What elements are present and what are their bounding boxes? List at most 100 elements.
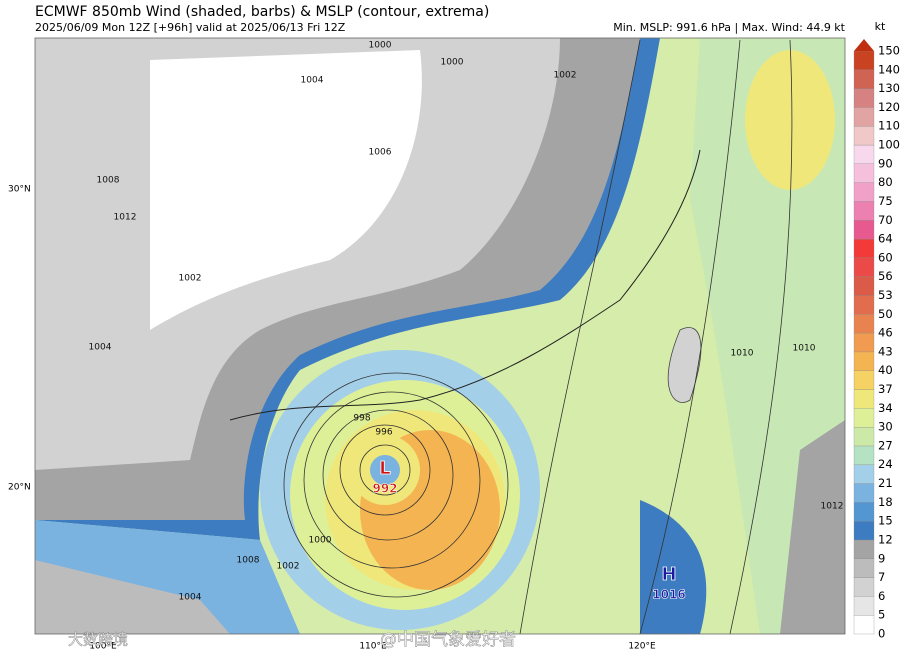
colorbar-segment bbox=[853, 521, 875, 541]
colorbar-label: 100 bbox=[878, 138, 900, 152]
contour-label: 1010 bbox=[731, 349, 754, 359]
field bbox=[640, 500, 707, 634]
subtitle: 2025/06/09 Mon 12Z [+96h] valid at 2025/… bbox=[35, 21, 346, 34]
colorbar-segment bbox=[853, 295, 875, 315]
colorbar-label: 15 bbox=[878, 514, 893, 528]
contour-label: 1008 bbox=[237, 556, 260, 566]
contour-label: 1012 bbox=[114, 213, 137, 223]
colorbar-segment bbox=[853, 238, 875, 259]
colorbar-segment bbox=[853, 126, 875, 146]
lon-label: 120°E bbox=[628, 642, 656, 652]
contour-label: 1006 bbox=[369, 148, 392, 158]
extremum-symbol: H bbox=[661, 564, 676, 585]
colorbar-segment bbox=[853, 201, 875, 221]
lon-label: 100°E bbox=[89, 642, 117, 652]
stats: Min. MSLP: 991.6 hPa | Max. Wind: 44.9 k… bbox=[613, 21, 845, 34]
colorbar-label: 64 bbox=[878, 232, 893, 246]
map-frame bbox=[34, 37, 846, 635]
contour-label: 1000 bbox=[441, 58, 464, 68]
colorbar-segment bbox=[853, 351, 875, 371]
colorbar-label: 60 bbox=[878, 250, 893, 264]
colorbar-segment bbox=[853, 483, 875, 503]
field bbox=[370, 455, 400, 485]
colorbar-segment bbox=[853, 426, 875, 447]
title: ECMWF 850mb Wind (shaded, barbs) & MSLP … bbox=[35, 4, 489, 20]
colorbar-label: 46 bbox=[878, 326, 893, 340]
colorbar-label: 80 bbox=[878, 175, 893, 189]
lat-label: 30°N bbox=[8, 185, 31, 195]
colorbar-segment bbox=[853, 182, 875, 202]
colorbar-label: 21 bbox=[878, 476, 893, 490]
colorbar-segment bbox=[853, 332, 875, 353]
colorbar-segment bbox=[853, 502, 875, 522]
colorbar-label: 37 bbox=[878, 382, 893, 396]
colorbar-label: 90 bbox=[878, 156, 893, 170]
colorbar-segment bbox=[853, 107, 875, 127]
colorbar-extend bbox=[854, 39, 874, 51]
colorbar-label: 7 bbox=[878, 570, 885, 584]
overlay: 0567912151821242730343740434650535660647… bbox=[8, 20, 900, 652]
colorbar-segment bbox=[853, 408, 875, 428]
contour-label: 1000 bbox=[369, 41, 392, 51]
colorbar-segment bbox=[853, 144, 875, 164]
contour-label: 1000 bbox=[309, 536, 332, 546]
colorbar-segment bbox=[853, 464, 875, 484]
contour-label: 1004 bbox=[301, 76, 324, 86]
colorbar-label: 6 bbox=[878, 589, 885, 603]
watermark: 大数跨境 bbox=[68, 631, 128, 649]
contour-label: 1002 bbox=[277, 562, 300, 572]
field bbox=[745, 50, 835, 190]
colorbar-segment bbox=[853, 276, 875, 296]
extremum-symbol: L bbox=[379, 458, 390, 479]
contour-label: 1004 bbox=[179, 593, 202, 603]
colorbar-segment bbox=[853, 539, 875, 559]
isobars bbox=[283, 39, 793, 634]
contour-label: 1002 bbox=[554, 71, 577, 81]
contour-label: 1012 bbox=[821, 502, 844, 512]
colorbar-segment bbox=[853, 50, 875, 70]
colorbar-label: 50 bbox=[878, 307, 893, 321]
colorbar-segment bbox=[853, 596, 875, 616]
colorbar-label: 30 bbox=[878, 420, 893, 434]
colorbar-label: 43 bbox=[878, 344, 893, 358]
extremum-value: 1016 bbox=[652, 588, 685, 602]
colorbar-segment bbox=[853, 558, 875, 578]
lat-label: 20°N bbox=[8, 483, 31, 493]
colorbar-label: 0 bbox=[878, 627, 885, 641]
contour-label: 1004 bbox=[89, 343, 112, 353]
colorbar-segment bbox=[853, 389, 875, 409]
map bbox=[35, 38, 845, 634]
colorbar-label: 9 bbox=[878, 551, 885, 565]
colorbar-segment bbox=[853, 220, 875, 240]
contour-label: 1002 bbox=[179, 274, 202, 284]
colorbar-label: 150 bbox=[878, 44, 900, 58]
colorbar-segment bbox=[853, 577, 875, 597]
colorbar-label: 56 bbox=[878, 269, 893, 283]
colorbar-segment bbox=[853, 370, 875, 390]
extremum-value: 992 bbox=[372, 482, 397, 496]
colorbar-segment bbox=[853, 88, 875, 108]
land-field bbox=[150, 50, 422, 330]
colorbar-segment bbox=[853, 69, 875, 89]
watermark: @中国气象爱好者 bbox=[380, 630, 516, 650]
colorbar-segment bbox=[853, 314, 875, 334]
field bbox=[780, 420, 845, 634]
colorbar-label: 130 bbox=[878, 81, 900, 95]
coastline bbox=[229, 149, 701, 421]
colorbar-label: 40 bbox=[878, 363, 893, 377]
colorbar-label: 53 bbox=[878, 288, 893, 302]
colorbar-label: 140 bbox=[878, 62, 900, 76]
lon-label: 110°E bbox=[359, 642, 387, 652]
colorbar-label: 34 bbox=[878, 401, 893, 415]
colorbar-label: 24 bbox=[878, 457, 893, 471]
colorbar-segment bbox=[853, 257, 875, 277]
colorbar-label: 27 bbox=[878, 438, 893, 452]
contour-label: 998 bbox=[353, 414, 370, 424]
colorbar-segment bbox=[853, 445, 875, 465]
colorbar-label: 12 bbox=[878, 532, 893, 546]
land-field bbox=[35, 560, 230, 634]
colorbar-segment bbox=[853, 615, 875, 635]
contour-label: 996 bbox=[375, 428, 392, 438]
colorbar-label: 120 bbox=[878, 100, 900, 114]
